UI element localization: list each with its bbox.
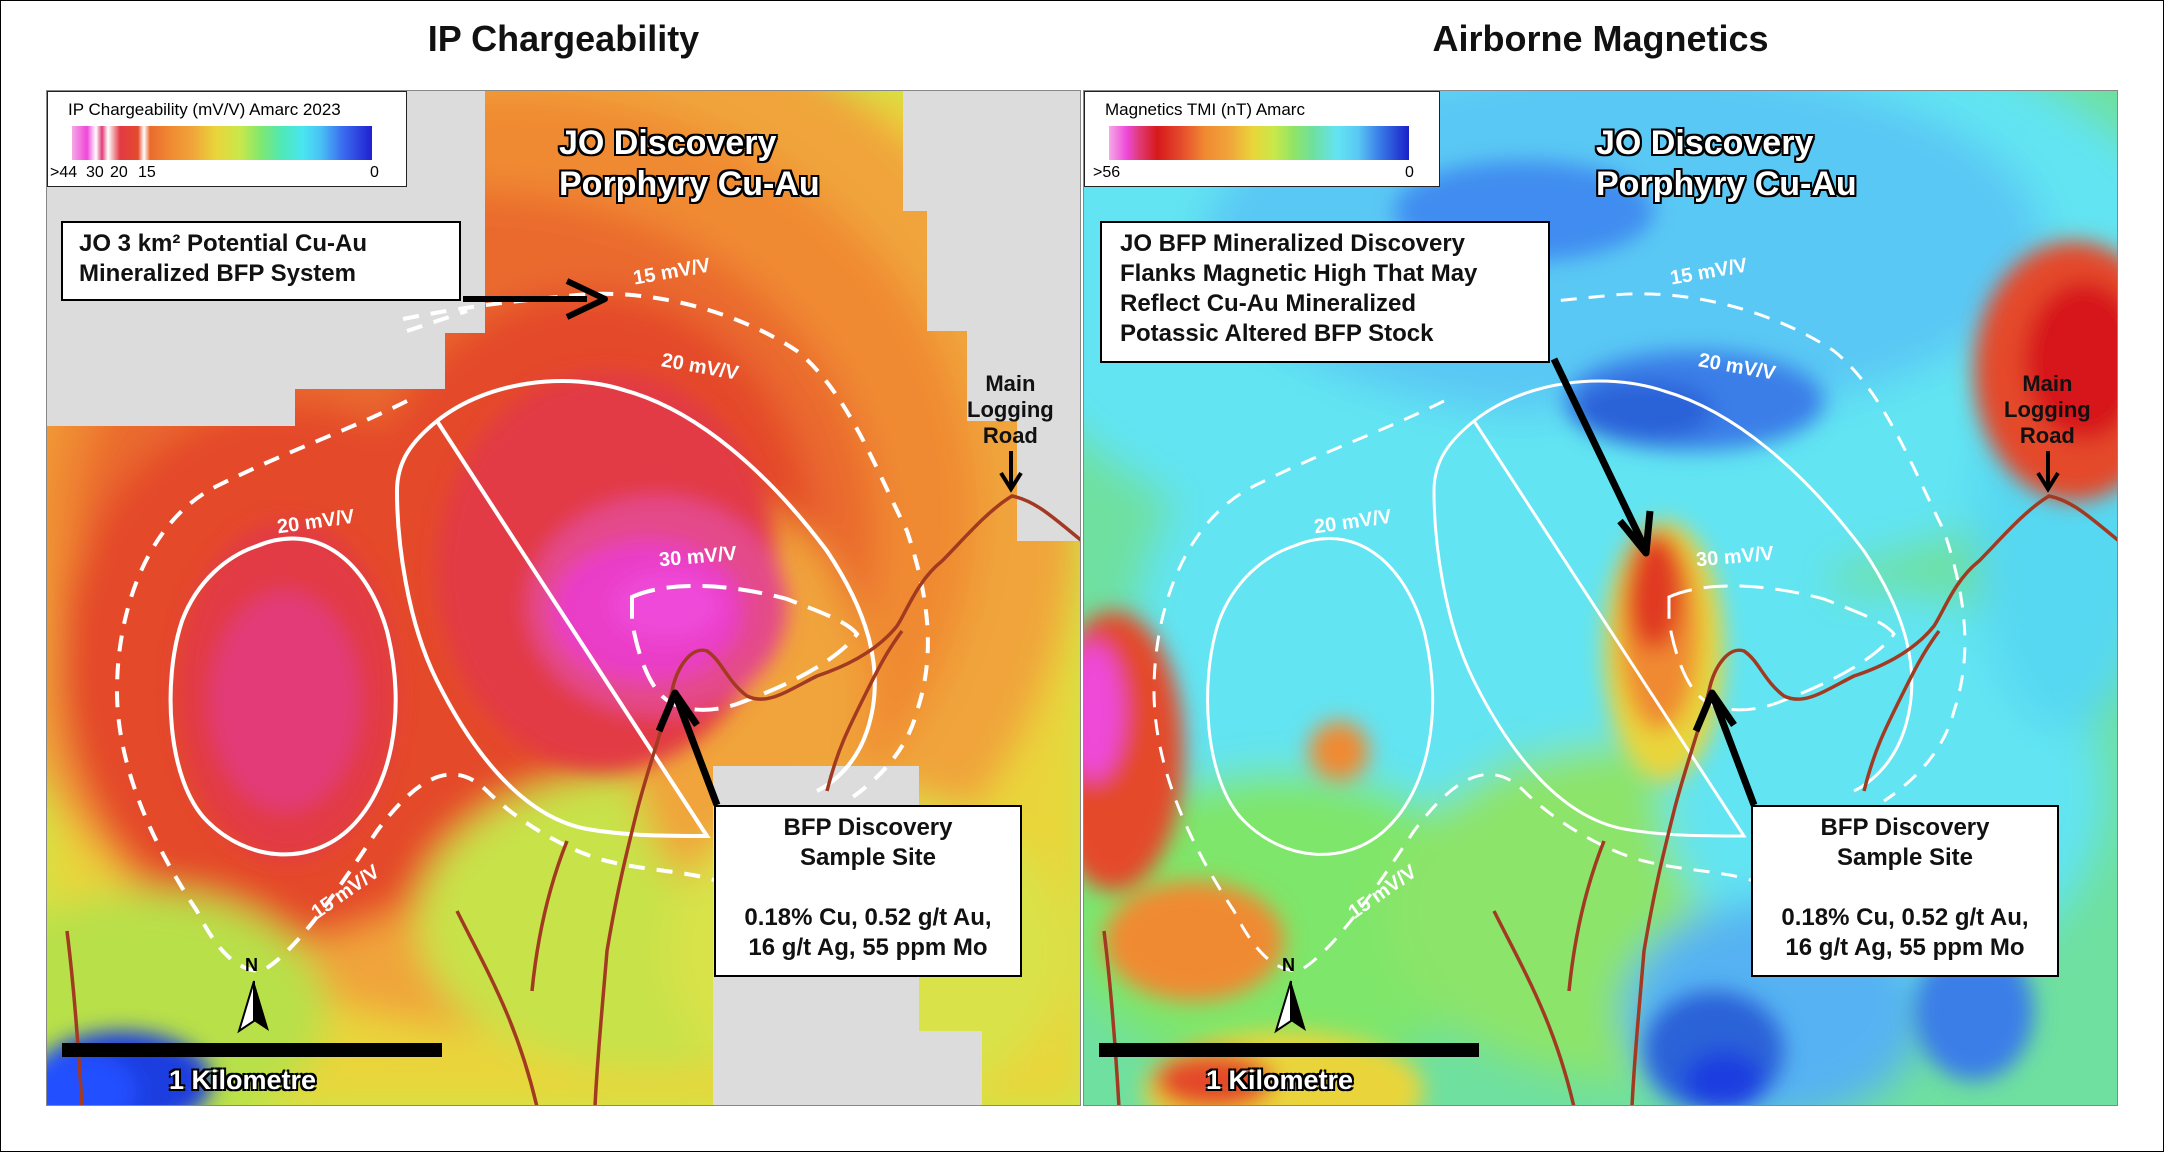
ip-contours xyxy=(114,291,930,974)
mag-discovery-label: JO Discovery Porphyry Cu-Au xyxy=(1596,124,1857,203)
ip-legend: IP Chargeability (mV/V) Amarc 2023 >44 3… xyxy=(47,91,407,187)
ip-roads xyxy=(65,494,1080,1105)
ip-scale-label: 1 Kilometre xyxy=(169,1065,317,1095)
ip-north-arrow-icon xyxy=(237,980,269,1034)
mag-callout-arrows xyxy=(1550,357,2060,807)
ip-legend-tick: 20 xyxy=(110,164,128,181)
ip-legend-tick: >44 xyxy=(50,164,78,181)
mag-contours xyxy=(1152,292,1967,973)
ip-legend-title: IP Chargeability (mV/V) Amarc 2023 xyxy=(68,100,341,119)
ip-chargeability-map: IP Chargeability (mV/V) Amarc 2023 >44 3… xyxy=(46,90,1081,1106)
mag-north-label: N xyxy=(1282,955,1295,975)
mag-legend-title: Magnetics TMI (nT) Amarc xyxy=(1105,100,1305,119)
mag-legend: Magnetics TMI (nT) Amarc >56 0 xyxy=(1084,91,1440,187)
ip-road-label: Main Logging Road xyxy=(967,371,1054,448)
mag-scale-bar xyxy=(1099,1043,1479,1057)
ip-legend-colorbar xyxy=(72,126,372,160)
ip-legend-tick: 0 xyxy=(370,164,379,181)
mag-north-arrow-icon xyxy=(1274,980,1306,1034)
mag-road-label: Main Logging Road xyxy=(2004,371,2091,448)
mag-magnetic-high-callout: JO BFP Mineralized Discovery Flanks Magn… xyxy=(1100,221,1550,363)
left-panel-title: IP Chargeability xyxy=(427,18,700,59)
ip-discovery-label: JO Discovery Porphyry Cu-Au xyxy=(559,124,820,203)
ip-legend-tick: 15 xyxy=(138,164,156,181)
ip-callout-arrows xyxy=(463,278,1023,807)
ip-sample-site-box: BFP Discovery Sample Site 0.18% Cu, 0.52… xyxy=(714,805,1022,977)
ip-legend-tick: 30 xyxy=(86,164,104,181)
mag-roads xyxy=(1102,494,2117,1105)
ip-system-callout: JO 3 km² Potential Cu-Au Mineralized BFP… xyxy=(61,221,461,301)
magnetics-map: Magnetics TMI (nT) Amarc >56 0 JO Discov… xyxy=(1083,90,2118,1106)
mag-scale-label: 1 Kilometre xyxy=(1206,1065,1354,1095)
ip-north-label: N xyxy=(245,955,258,975)
right-panel-title: Airborne Magnetics xyxy=(1432,18,1769,59)
mag-sample-site-box: BFP Discovery Sample Site 0.18% Cu, 0.52… xyxy=(1751,805,2059,977)
ip-scale-bar xyxy=(62,1043,442,1057)
mag-legend-tick: 0 xyxy=(1405,164,1414,181)
mag-legend-colorbar xyxy=(1109,126,1409,160)
mag-anomaly-cores xyxy=(1084,161,2117,1105)
ip-anomaly-cores xyxy=(47,371,787,1105)
mag-legend-tick: >56 xyxy=(1093,164,1121,181)
